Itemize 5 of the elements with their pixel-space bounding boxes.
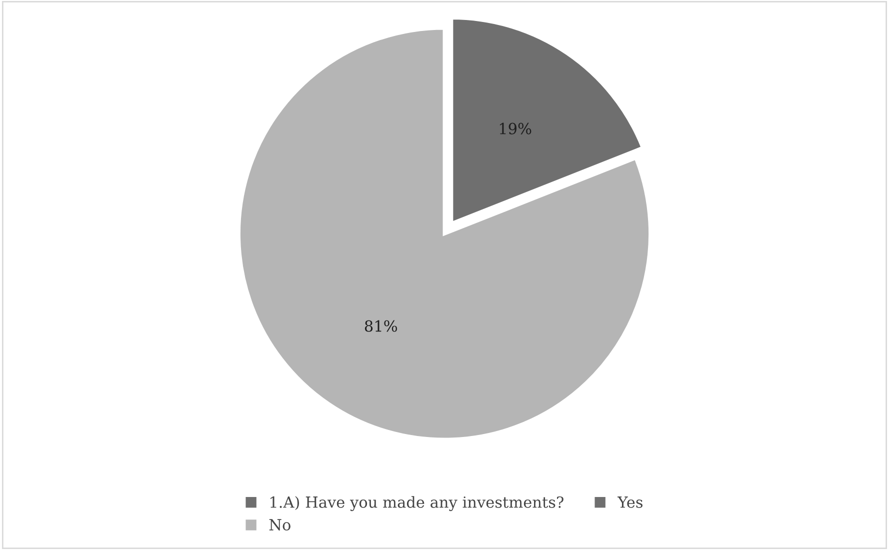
legend-label: 1.A) Have you made any investments? (270, 496, 564, 512)
data-label: 19% (500, 122, 532, 134)
data-label: 81% (364, 320, 398, 332)
legend-label: Yes (617, 496, 642, 508)
legend-label: No (269, 519, 290, 531)
